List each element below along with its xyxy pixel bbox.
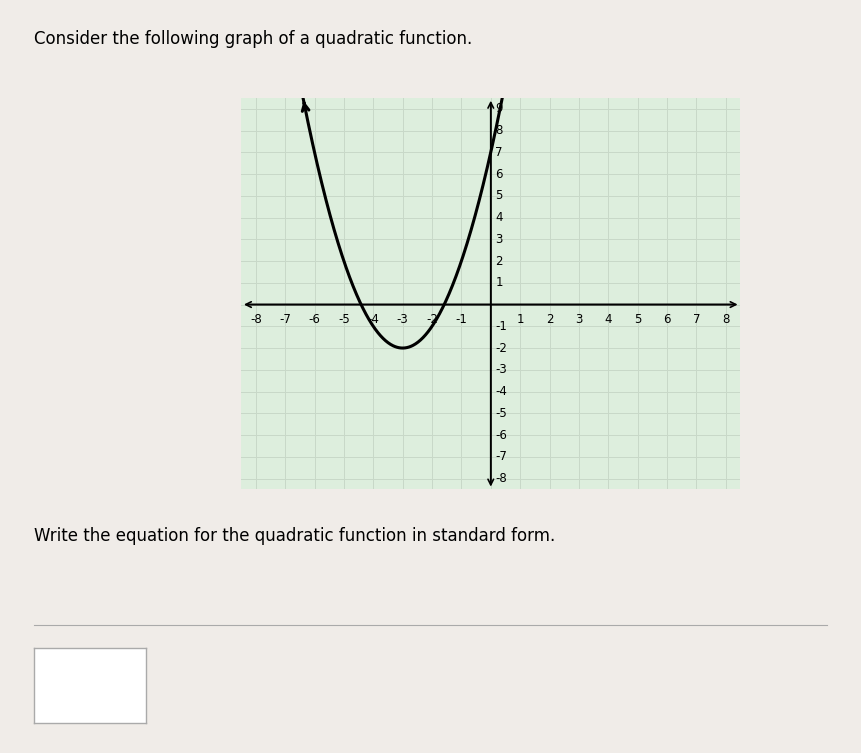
Text: 5: 5 bbox=[495, 189, 503, 203]
Text: -8: -8 bbox=[250, 313, 262, 326]
Text: 6: 6 bbox=[495, 167, 503, 181]
Text: 6: 6 bbox=[663, 313, 671, 326]
Text: 4: 4 bbox=[495, 211, 503, 224]
Text: -2: -2 bbox=[426, 313, 438, 326]
Text: -6: -6 bbox=[308, 313, 320, 326]
Text: Consider the following graph of a quadratic function.: Consider the following graph of a quadra… bbox=[34, 30, 473, 48]
Text: 3: 3 bbox=[495, 233, 503, 245]
Text: -4: -4 bbox=[495, 385, 507, 398]
Text: 2: 2 bbox=[495, 255, 503, 267]
Text: 9: 9 bbox=[495, 102, 503, 115]
Text: -2: -2 bbox=[495, 342, 507, 355]
Text: 3: 3 bbox=[575, 313, 583, 326]
Text: 1: 1 bbox=[495, 276, 503, 289]
Text: -5: -5 bbox=[495, 407, 507, 420]
Text: -7: -7 bbox=[495, 450, 507, 463]
Text: Write the equation for the quadratic function in standard form.: Write the equation for the quadratic fun… bbox=[34, 527, 555, 545]
Text: 7: 7 bbox=[692, 313, 700, 326]
Text: 7: 7 bbox=[495, 146, 503, 159]
Text: 2: 2 bbox=[546, 313, 554, 326]
Text: 5: 5 bbox=[634, 313, 641, 326]
Text: 4: 4 bbox=[604, 313, 612, 326]
Text: -1: -1 bbox=[455, 313, 468, 326]
Text: -7: -7 bbox=[279, 313, 291, 326]
Text: 8: 8 bbox=[495, 124, 503, 137]
Text: -3: -3 bbox=[495, 363, 507, 376]
Text: -5: -5 bbox=[338, 313, 350, 326]
Text: -1: -1 bbox=[495, 320, 507, 333]
Text: -6: -6 bbox=[495, 428, 507, 441]
Text: -8: -8 bbox=[495, 472, 507, 485]
Text: -3: -3 bbox=[397, 313, 408, 326]
Text: 1: 1 bbox=[517, 313, 523, 326]
Text: -4: -4 bbox=[368, 313, 379, 326]
Text: 8: 8 bbox=[722, 313, 729, 326]
